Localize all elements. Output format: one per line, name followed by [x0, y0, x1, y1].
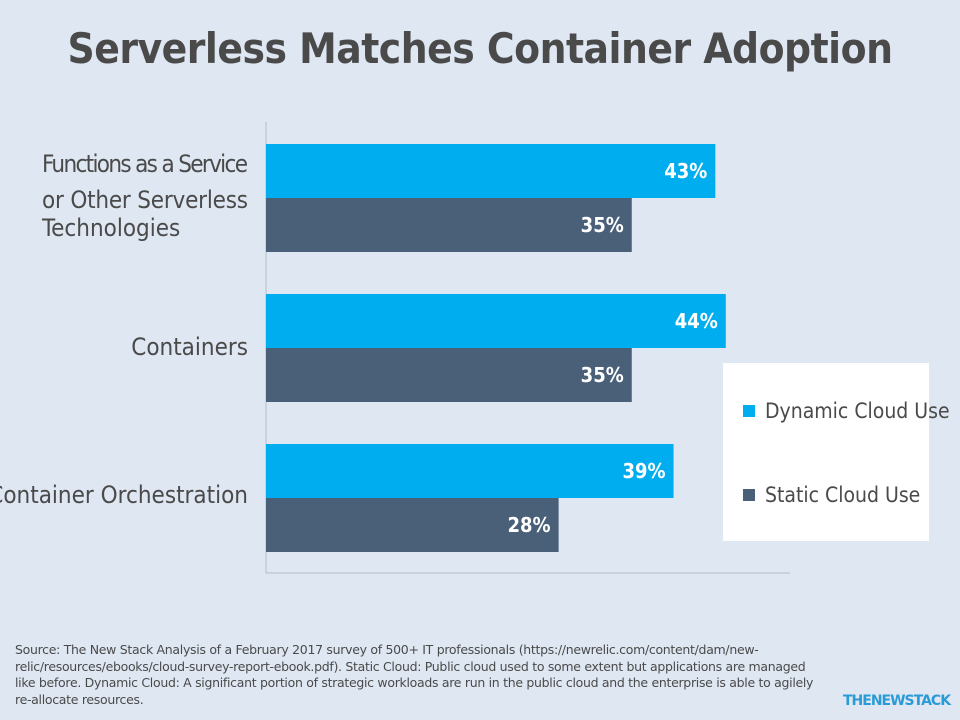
value-label-dynamic-serverless: 43%	[664, 159, 707, 183]
bar-dynamic-orchestration	[266, 444, 674, 498]
value-label-static-orchestration: 28%	[508, 513, 551, 537]
legend: Dynamic Cloud Use Static Cloud Use	[723, 363, 950, 541]
legend-label-static: Static Cloud Use	[765, 483, 921, 507]
legend-swatch-static	[743, 489, 755, 501]
value-label-static-containers: 35%	[581, 363, 624, 387]
legend-item-dynamic: Dynamic Cloud Use	[743, 399, 950, 423]
bar-dynamic-serverless	[266, 144, 716, 198]
source-note: Source: The New Stack Analysis of a Febr…	[15, 642, 814, 707]
bar-static-containers	[266, 348, 632, 402]
value-label-dynamic-containers: 44%	[675, 309, 718, 333]
category-label-containers: Containers	[131, 333, 248, 361]
category-label-serverless: Functions as a Service or Other Serverles…	[41, 150, 248, 242]
bar-dynamic-containers	[266, 294, 726, 348]
legend-label-dynamic: Dynamic Cloud Use	[765, 399, 950, 423]
value-label-static-serverless: 35%	[581, 213, 624, 237]
legend-item-static: Static Cloud Use	[743, 483, 920, 507]
category-label-orchestration: Container Orchestration	[0, 481, 248, 509]
publisher-logo: THENEWSTACK	[843, 693, 951, 709]
bar-static-orchestration	[266, 498, 559, 552]
chart-title: Serverless Matches Container Adoption	[67, 24, 893, 73]
bar-static-serverless	[266, 198, 632, 252]
legend-swatch-dynamic	[743, 405, 755, 417]
value-label-dynamic-orchestration: 39%	[622, 459, 665, 483]
